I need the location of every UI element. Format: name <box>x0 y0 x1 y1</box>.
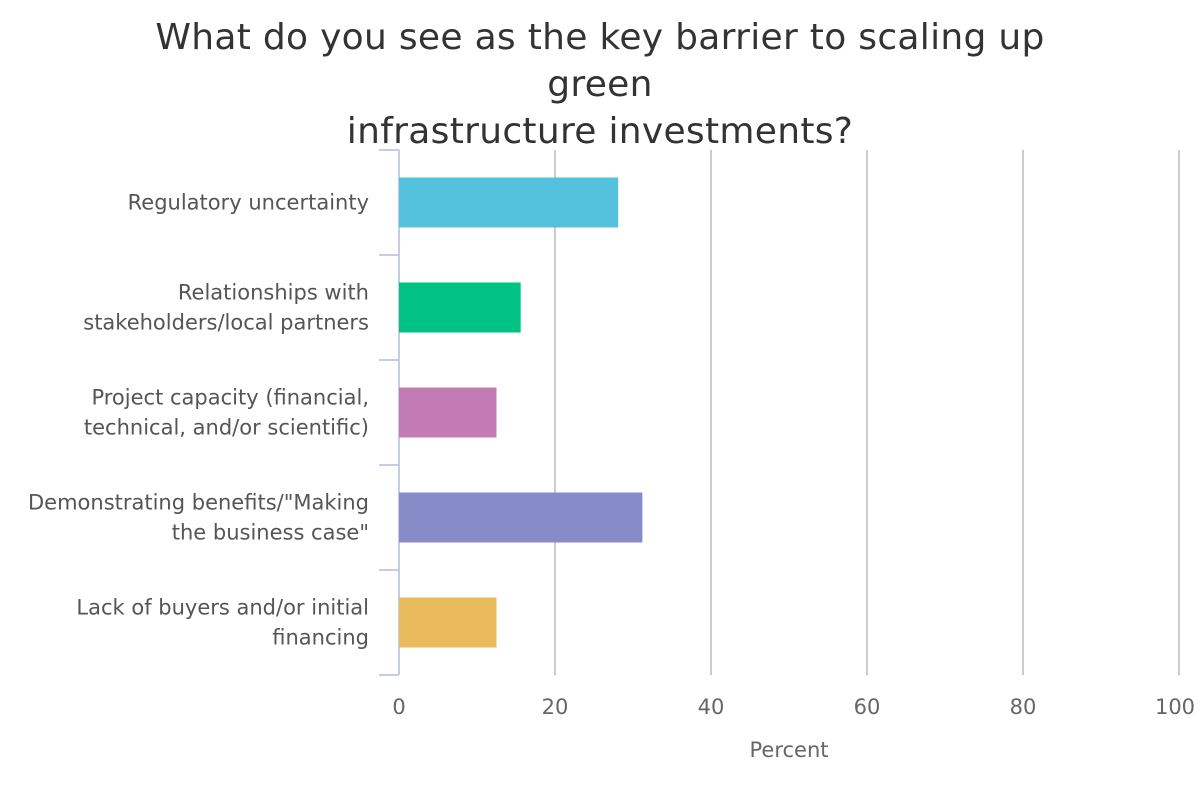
category-label-line: technical, and/or scientific) <box>84 416 369 440</box>
bar <box>399 282 521 333</box>
bar <box>399 177 619 228</box>
category-label-line: stakeholders/local partners <box>83 311 369 335</box>
bar <box>399 492 643 543</box>
x-tick-label: 20 <box>542 695 569 719</box>
category-label: Regulatory uncertainty <box>128 191 369 215</box>
chart-title-line-2: infrastructure investments? <box>346 111 854 152</box>
x-tick-label: 100 <box>1155 695 1195 719</box>
x-tick-label: 80 <box>1010 695 1037 719</box>
bar <box>399 597 497 648</box>
x-tick-label: 40 <box>698 695 725 719</box>
category-label-line: Regulatory uncertainty <box>128 191 369 215</box>
category-label-line: financing <box>272 626 369 650</box>
category-label-line: the business case" <box>172 521 369 545</box>
category-label-line: Lack of buyers and/or initial <box>76 596 369 620</box>
x-axis-title: Percent <box>749 738 828 762</box>
category-label-line: Demonstrating benefits/"Making <box>28 491 369 515</box>
category-label-line: Relationships with <box>178 281 369 305</box>
category-label: Project capacity (financial, technical, a… <box>84 386 369 440</box>
category-label-line: Project capacity (financial, <box>91 386 369 410</box>
bar <box>399 387 497 438</box>
category-label: Lack of buyers and/or initial financing <box>76 596 369 650</box>
category-label: Demonstrating benefits/"Making the busine… <box>28 491 369 545</box>
chart-title-line-1: What do you see as the key barrier to sc… <box>155 17 1045 105</box>
category-label: Relationships with stakeholders/local par… <box>83 281 369 335</box>
x-tick-label: 0 <box>392 695 405 719</box>
chart-title: What do you see as the key barrier to sc… <box>100 14 1100 155</box>
x-tick-label: 60 <box>854 695 881 719</box>
